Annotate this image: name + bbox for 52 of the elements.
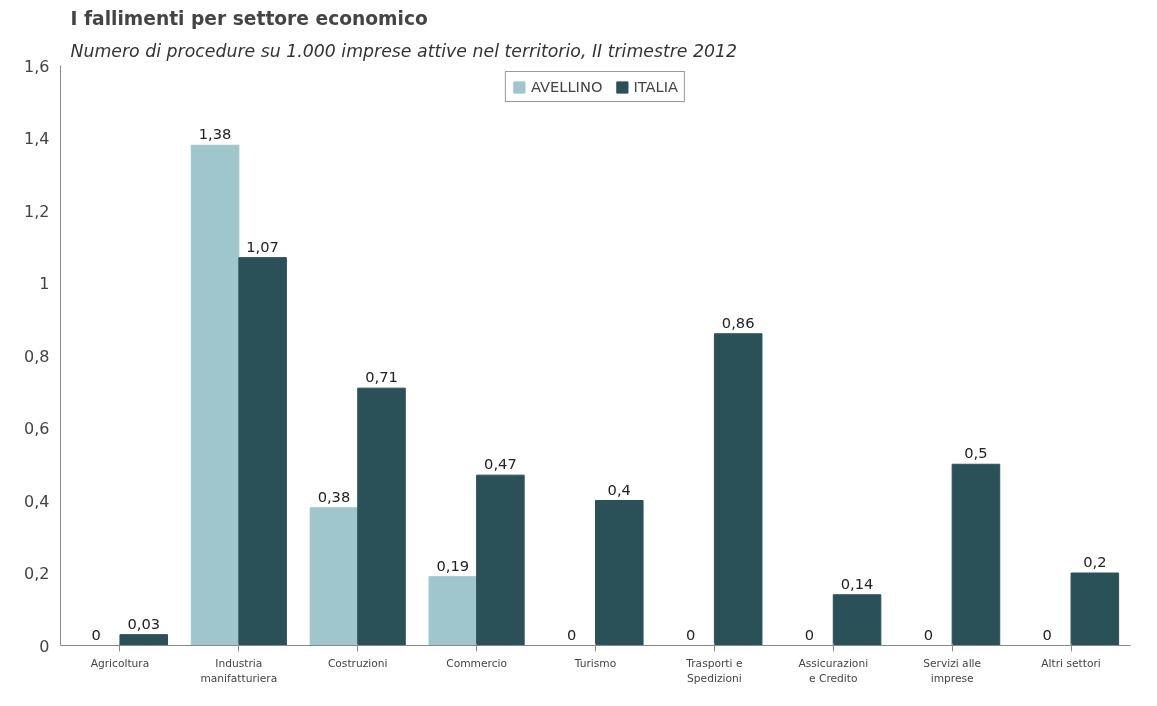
bar <box>309 507 359 646</box>
data-label: 0 <box>567 625 577 643</box>
x-tick-label: Servizi alle imprese <box>923 656 982 686</box>
chart-title: I fallimenti per settore economico <box>70 7 428 29</box>
data-label: 1,38 <box>198 125 232 143</box>
data-label: 0,14 <box>840 574 874 592</box>
data-label: 0 <box>923 625 934 643</box>
y-tick-label: 0,6 <box>24 419 50 438</box>
data-label: 0 <box>91 625 101 643</box>
legend-label: ITALIA <box>633 78 679 95</box>
y-tick-label: 1,6 <box>24 56 50 76</box>
x-tick-label: Trasporti e Spedizioni <box>685 656 743 686</box>
bar <box>357 387 406 646</box>
chart-subtitle: Numero di procedure su 1.000 imprese attive nel territorio, II trimestre 2012 <box>70 40 738 61</box>
bar <box>951 463 1001 646</box>
data-label: 0 <box>804 625 815 643</box>
bar <box>190 144 240 646</box>
bar <box>476 474 525 646</box>
legend-label: AVELLINO <box>530 78 603 95</box>
x-tick-label: Commercio <box>446 656 507 670</box>
bar <box>713 333 763 646</box>
y-tick-label: 0 <box>39 636 50 656</box>
x-tick-label: Costruzioni <box>327 656 388 670</box>
data-label: 0,71 <box>365 368 398 386</box>
x-tick-label: Turismo <box>573 656 617 670</box>
y-tick-label: 0,8 <box>24 346 50 366</box>
y-tick-label: 0,4 <box>24 491 50 511</box>
x-tick-label: Industria manifatturiera <box>200 656 278 686</box>
bar <box>1070 572 1120 646</box>
data-label: 0,5 <box>964 444 988 462</box>
data-label: 0,03 <box>127 614 161 632</box>
y-tick-label: 1,4 <box>24 129 50 148</box>
bar <box>832 594 882 646</box>
x-tick-label: Agricoltura <box>90 656 150 670</box>
y-tick-label: 1 <box>39 274 50 293</box>
data-label: 0,38 <box>317 487 351 505</box>
data-label: 0,19 <box>436 556 470 574</box>
bar <box>119 634 168 646</box>
data-label: 0,86 <box>721 313 755 331</box>
bar <box>595 500 644 646</box>
data-label: 0,47 <box>484 455 517 473</box>
x-tick-label: Assicurazioni e Credito <box>798 656 869 686</box>
data-label: 0,2 <box>1083 553 1107 570</box>
y-tick-label: 0,2 <box>24 564 50 583</box>
data-label: 1,07 <box>246 237 279 255</box>
x-tick-label: Altri settori <box>1041 656 1101 670</box>
data-label: 0 <box>685 625 696 643</box>
data-label: 0 <box>1042 625 1052 643</box>
bar <box>428 576 478 646</box>
bar <box>238 257 287 646</box>
y-tick-label: 1,2 <box>24 201 50 221</box>
data-label: 0,4 <box>607 480 631 498</box>
